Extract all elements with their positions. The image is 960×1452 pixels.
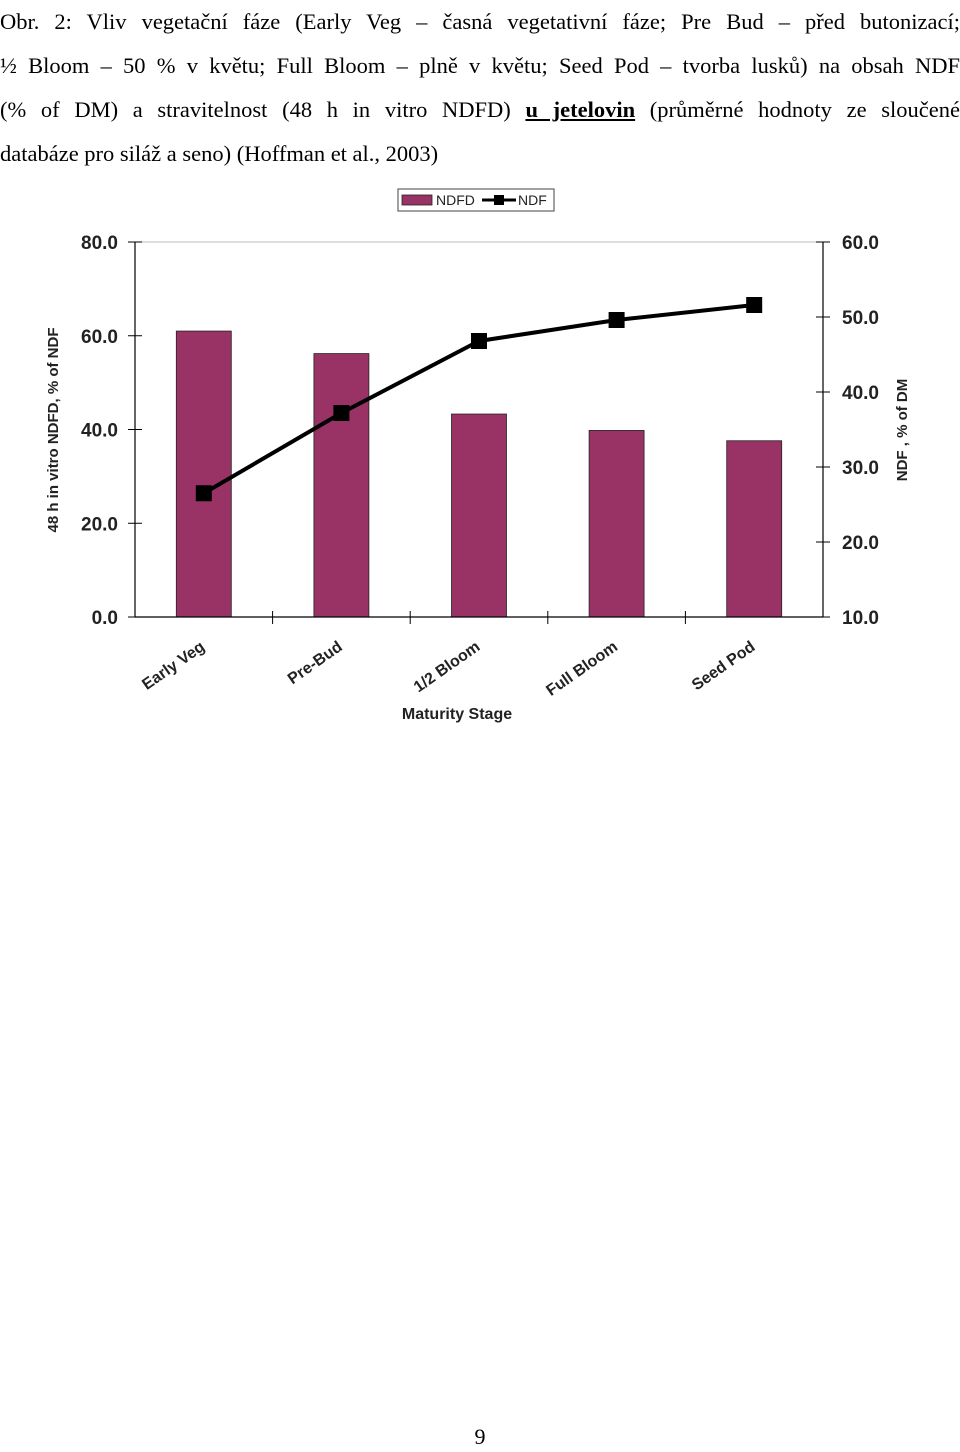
x-axis-title: Maturity Stage	[402, 706, 512, 723]
caption-line-3: (% of DM) a stravitelnost (48 h in vitro…	[0, 88, 960, 132]
left-tick-label-2: 40.0	[81, 421, 118, 442]
x-tick-label-1: Pre-Bud	[285, 638, 346, 688]
caption-line-1: Obr. 2: Vliv vegetační fáze (Early Veg –…	[0, 9, 960, 34]
right-tick-label-3: 40.0	[842, 383, 879, 404]
marker-ndf-3	[608, 312, 625, 328]
page-number: 9	[474, 1424, 486, 1449]
left-tick-label-1: 20.0	[81, 514, 118, 535]
left-tick-label-4: 80.0	[81, 233, 118, 254]
legend-swatch-ndfd	[401, 194, 433, 206]
caption-emphasis: u jetelovin	[525, 97, 636, 122]
x-tick-label-0: Early Veg	[139, 638, 208, 693]
legend-label-ndfd: NDFD	[436, 192, 475, 208]
marker-ndf-1	[333, 405, 350, 421]
figure-caption: Obr. 2: Vliv vegetační fáze (Early Veg –…	[0, 0, 960, 176]
left-tick-label-0: 0.0	[92, 608, 118, 629]
bar-ndfd-2	[451, 413, 507, 618]
bar-ndfd-3	[588, 430, 645, 618]
bar-ndfd-1	[313, 353, 370, 618]
caption-line-3-end: (průměrné hodnoty ze sloučené	[635, 97, 960, 122]
caption-line-2: ½ Bloom – 50 % v květu; Full Bloom – pln…	[0, 53, 960, 78]
bar-ndfd-0	[175, 330, 232, 618]
caption-line-4: databáze pro siláž a seno) (Hoffman et a…	[0, 141, 439, 166]
x-tick-label-3: Full Bloom	[543, 638, 620, 699]
ndfd-ndf-chart: 0.0 20.0 40.0 60.0 80.0 10.0 20.0 30.0 40.0 50.0 6…	[45, 188, 911, 723]
left-tick-label-3: 60.0	[81, 327, 118, 348]
y-axis-title-left: 48 h in vitro NDFD, % of NDF	[45, 327, 62, 532]
bar-ndfd-4	[726, 440, 783, 618]
right-tick-label-2: 30.0	[842, 458, 879, 479]
right-tick-label-4: 50.0	[842, 308, 879, 329]
caption-line-3-start: (% of DM) a stravitelnost (48 h in vitro…	[0, 97, 526, 122]
right-tick-label-5: 60.0	[842, 233, 879, 254]
marker-ndf-2	[471, 333, 487, 349]
x-tick-label-2: 1/2 Bloom	[411, 638, 483, 696]
marker-ndf-0	[195, 485, 212, 502]
legend-box	[397, 188, 555, 212]
legend-label-ndf: NDF	[518, 192, 547, 208]
right-tick-label-0: 10.0	[842, 608, 879, 629]
marker-ndf-4	[746, 297, 763, 313]
right-tick-label-1: 20.0	[842, 533, 879, 554]
legend-marker-ndf	[494, 195, 504, 205]
x-tick-label-4: Seed Pod	[689, 638, 758, 694]
y-axis-title-right: NDF , % of DM	[894, 379, 911, 482]
